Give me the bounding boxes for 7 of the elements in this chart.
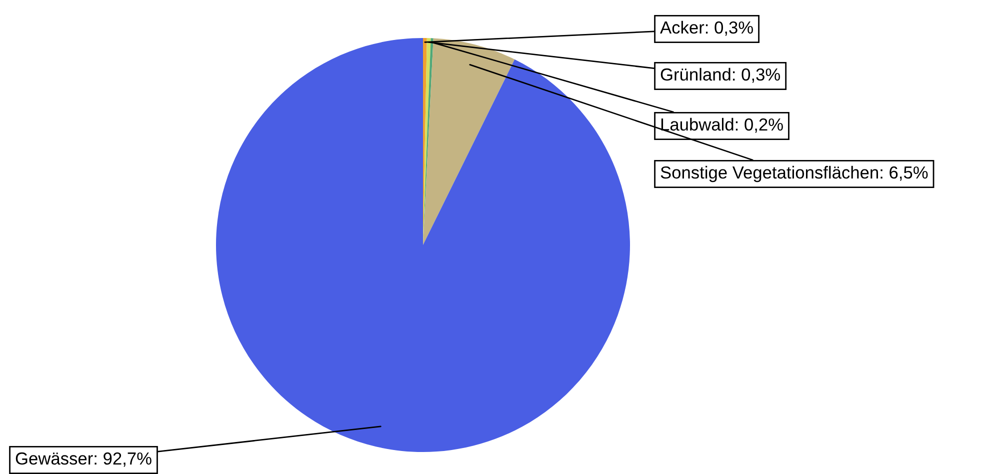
slice-label: Sonstige Vegetationsflächen: 6,5% (660, 166, 928, 182)
slice-label: Gewässer: 92,7% (16, 452, 152, 467)
slice-label: Laubwald: 0,2% (661, 118, 783, 133)
slice-label: Acker: 0,3% (660, 20, 753, 36)
slice-label: Grünland: 0,3% (660, 68, 780, 83)
pie-slice (216, 38, 630, 452)
pie-slice (423, 38, 515, 245)
